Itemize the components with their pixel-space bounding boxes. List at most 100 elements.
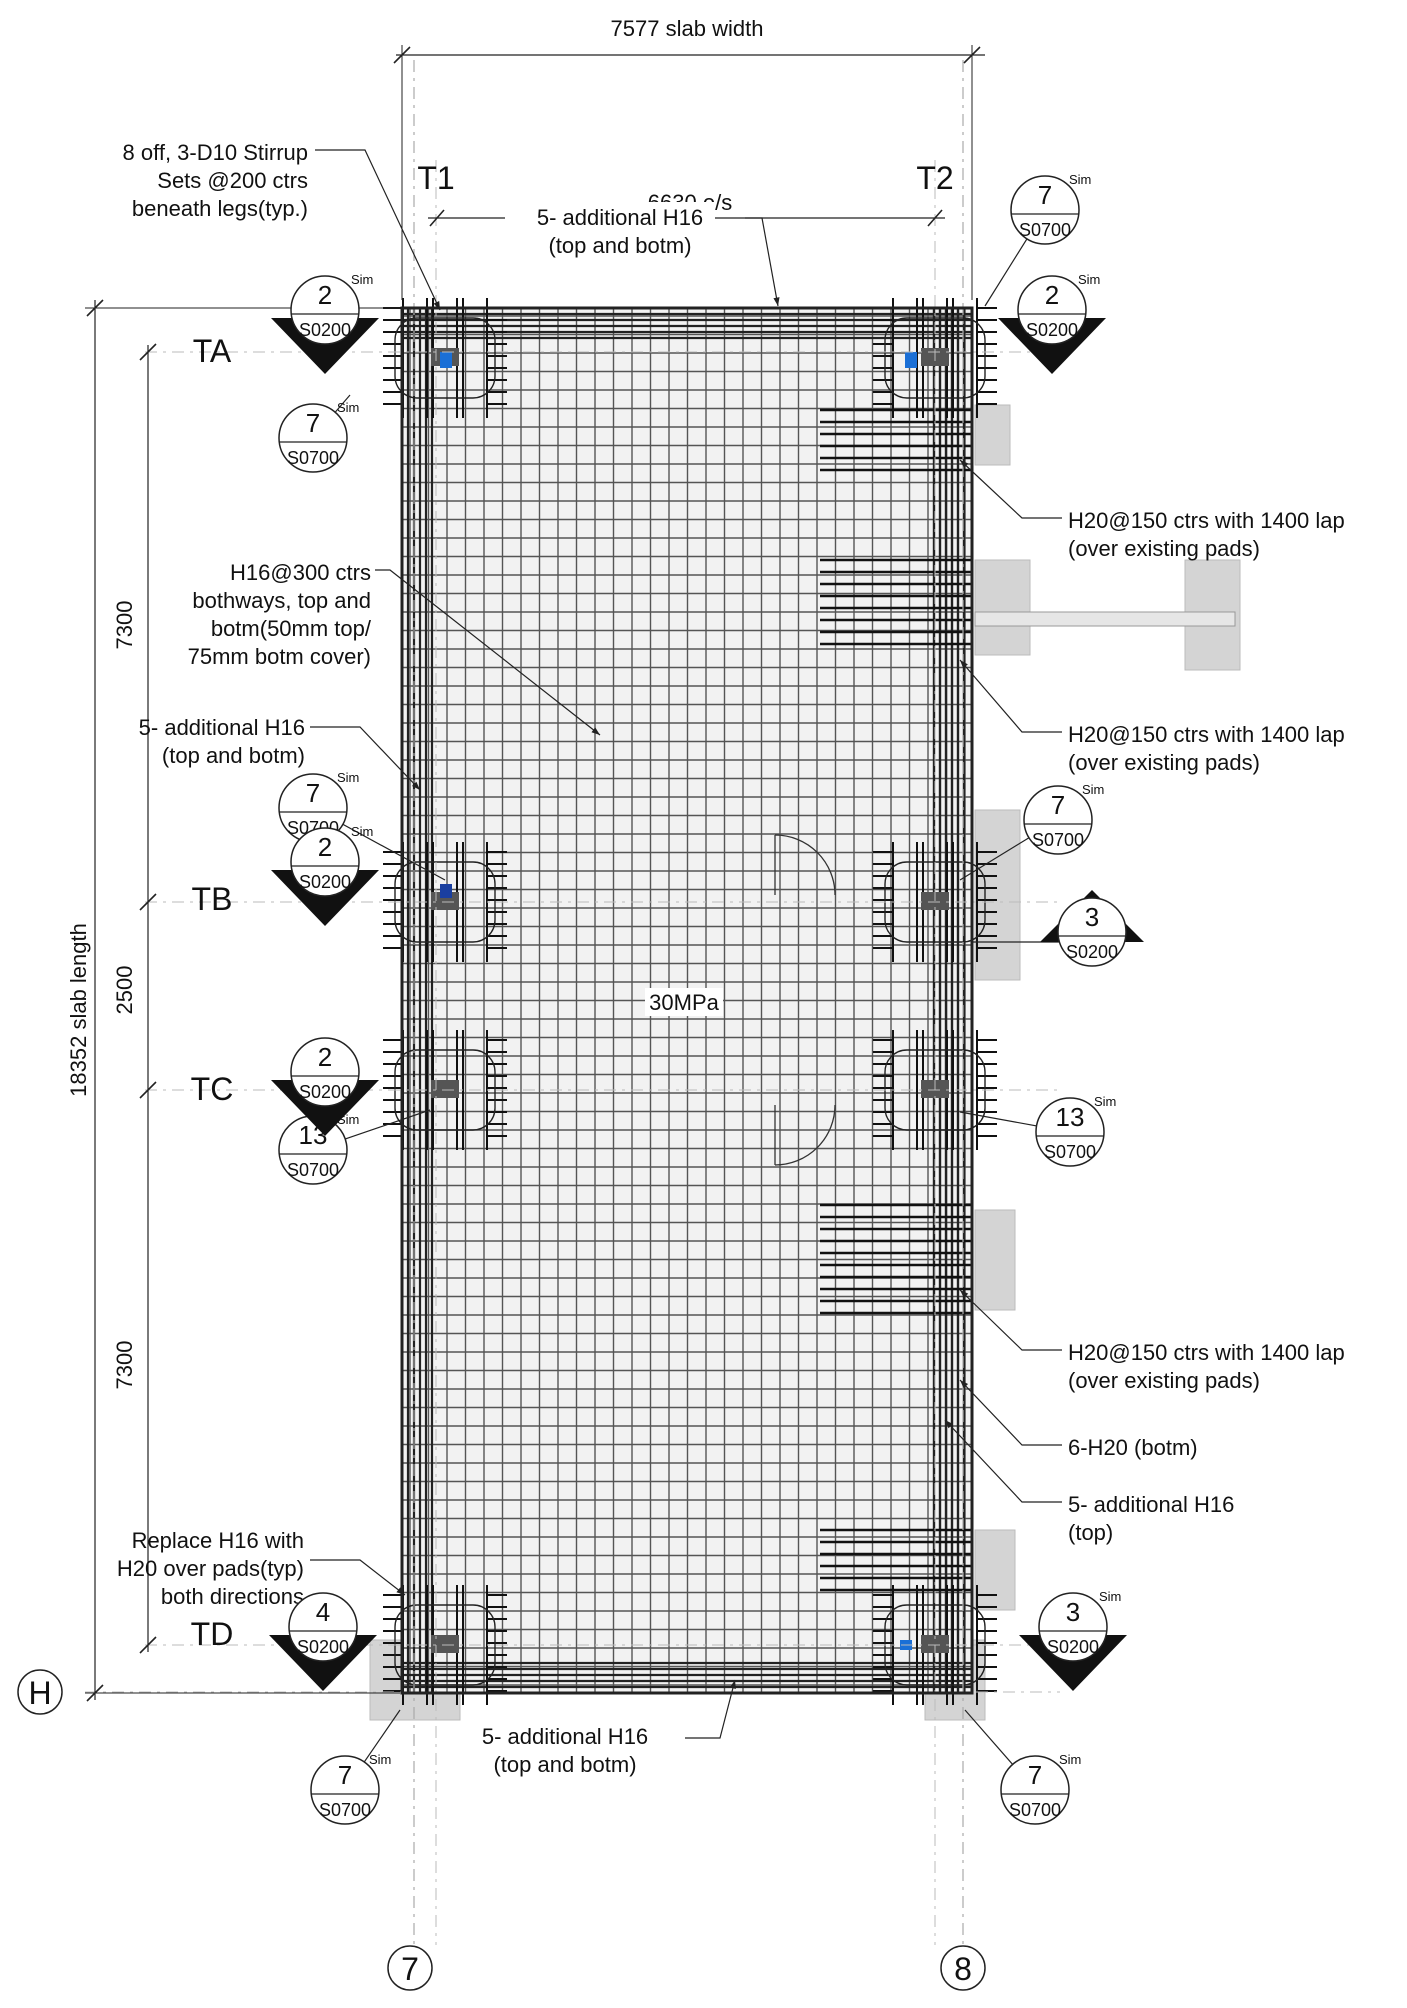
- svg-text:Replace H16 with: Replace H16 with: [132, 1528, 304, 1553]
- grid-bubble-7-label: 7: [401, 1951, 419, 1987]
- section-marker-circle: [290, 1037, 360, 1107]
- dim-tick: [139, 343, 157, 361]
- section-marker-sheet: S0200: [299, 872, 351, 892]
- column-leg: [921, 1635, 949, 1653]
- slab-length-label: 18352 slab length: [66, 923, 91, 1097]
- section-marker-sim: Sim: [351, 824, 373, 839]
- detail-bubble-sim: Sim: [1059, 1752, 1081, 1767]
- leader-h20-lap-3: [959, 1289, 1062, 1351]
- svg-text:5- additional H16: 5- additional H16: [537, 205, 703, 230]
- column-marker: [440, 884, 452, 898]
- section-marker-sim: Sim: [351, 272, 373, 287]
- existing-pad: [974, 404, 1011, 466]
- section-marker-number: 4: [316, 1597, 330, 1627]
- dim-tick: [139, 1081, 157, 1099]
- detail-bubbles: 7S0700Sim7S0700Sim7S0700Sim7S0700Sim13S0…: [278, 172, 1116, 1825]
- leader-lines: [310, 149, 1062, 1739]
- grid-row-TD-label: TD: [191, 1616, 234, 1652]
- section-marker-s6: 4 S0200: [269, 1592, 377, 1691]
- svg-text:5- additional H16: 5- additional H16: [139, 715, 305, 740]
- detail-bubble-circle: [278, 403, 348, 473]
- detail-bubble-d1: 7 S0700 Sim: [278, 394, 359, 473]
- note-6-h20: 6-H20 (botm): [1068, 1435, 1198, 1460]
- svg-text:H20 over pads(typ): H20 over pads(typ): [117, 1556, 304, 1581]
- detail-bubble-sim: Sim: [1069, 172, 1091, 187]
- section-marker-triangle: [271, 318, 379, 374]
- section-marker-triangle: [271, 870, 379, 926]
- detail-bubble-number: 7: [1038, 180, 1052, 210]
- detail-bubble-number: 7: [1028, 1760, 1042, 1790]
- leader-add-h16-bottom-arrow: [729, 1680, 736, 1689]
- detail-bubble-sheet: S0700: [1032, 830, 1084, 850]
- svg-text:75mm botm cover): 75mm botm cover): [188, 644, 371, 669]
- detail-bubble-number: 13: [1056, 1102, 1085, 1132]
- bay-dim-2: 2500: [112, 966, 137, 1015]
- detail-bubble-sheet: S0700: [1019, 220, 1071, 240]
- detail-bubble-d7: 7 S0700 Sim: [310, 1709, 401, 1825]
- door-swing: [774, 1104, 836, 1166]
- section-marker-circle: [1038, 1592, 1108, 1662]
- svg-text:5- additional H16: 5- additional H16: [482, 1724, 648, 1749]
- dim-tick: [963, 46, 981, 64]
- detail-bubble-sim: Sim: [369, 1752, 391, 1767]
- leader-replace-h16: [310, 1559, 406, 1596]
- note-add-h16-top: 5- additional H16 (top and botm): [505, 202, 715, 258]
- leader-h20-lap-3-arrow: [960, 1290, 969, 1299]
- section-marker-number: 3: [1066, 1597, 1080, 1627]
- column-leg: [431, 1635, 459, 1653]
- dim-tick: [86, 1684, 104, 1702]
- section-marker-triangle: [998, 318, 1106, 374]
- detail-bubble-number: 7: [338, 1760, 352, 1790]
- detail-bubble-sheet: S0700: [287, 448, 339, 468]
- detail-bubble-circle: [1000, 1755, 1070, 1825]
- section-marker-s1: 2 S0200 Sim: [271, 272, 379, 374]
- dimension-lines: [85, 45, 985, 1702]
- section-marker-triangle: [269, 1635, 377, 1691]
- detail-bubble-d6: 13 S0700 Sim: [959, 1094, 1116, 1167]
- note-add-h16-left: 5- additional H16 (top and botm): [139, 715, 305, 768]
- detail-bubble-number: 7: [306, 408, 320, 438]
- grid-row-TB-label: TB: [192, 881, 233, 917]
- grid-bubble-H-label: H: [28, 1675, 51, 1711]
- leader-add-h16-right-arrow: [945, 1420, 954, 1429]
- section-marker-circle: [1057, 897, 1127, 967]
- section-marker-number: 2: [318, 1042, 332, 1072]
- note-add-h16-bottom: 5- additional H16 (top and botm): [482, 1724, 648, 1777]
- dim-tick: [393, 46, 411, 64]
- grid-col-T2-label: T2: [916, 160, 953, 196]
- section-marker-sim: Sim: [1099, 1589, 1121, 1604]
- svg-text:8 off, 3-D10 Stirrup: 8 off, 3-D10 Stirrup: [123, 140, 308, 165]
- column-footprint: [394, 317, 496, 399]
- door-swing: [774, 834, 836, 896]
- section-marker-sheet: S0200: [299, 1082, 351, 1102]
- dim-tick: [429, 209, 445, 227]
- detail-bubble-circle: [1023, 785, 1093, 855]
- section-marker-sheet: S0200: [1047, 1637, 1099, 1657]
- slab-width-label: 7577 slab width: [611, 16, 764, 41]
- leader-h16-300: [375, 569, 601, 736]
- section-marker-s2: 2 S0200 Sim: [998, 272, 1106, 374]
- svg-text:H20@150 ctrs with 1400 lap: H20@150 ctrs with 1400 lap: [1068, 1340, 1345, 1365]
- section-marker-sheet: S0200: [299, 320, 351, 340]
- detail-bubble-sim: Sim: [1094, 1094, 1116, 1109]
- leader-h20-lap-2: [959, 659, 1062, 733]
- leader-add-h16-top: [745, 217, 779, 307]
- leader-h16-300-arrow: [591, 727, 600, 735]
- svg-text:botm(50mm top/: botm(50mm top/: [211, 616, 372, 641]
- detail-bubble-circle: [1035, 1097, 1105, 1167]
- leader-h20-lap-1-arrow: [960, 460, 969, 469]
- section-marker-s7: 3 S0200 Sim: [1019, 1589, 1127, 1691]
- detail-bubble-circle: [1010, 175, 1080, 245]
- concrete-label: 30MPa: [649, 990, 719, 1015]
- dim-tick: [927, 209, 943, 227]
- grid-bubble-8: [940, 1945, 986, 1991]
- existing-pad: [974, 809, 1021, 981]
- detail-bubble-number: 7: [306, 778, 320, 808]
- existing-pad: [974, 559, 1031, 656]
- column-marker: [440, 352, 452, 368]
- leader-6-h20-arrow: [960, 1380, 969, 1389]
- dim-tick: [139, 1636, 157, 1654]
- section-marker-circle: [290, 827, 360, 897]
- detail-bubble-sheet: S0700: [319, 1800, 371, 1820]
